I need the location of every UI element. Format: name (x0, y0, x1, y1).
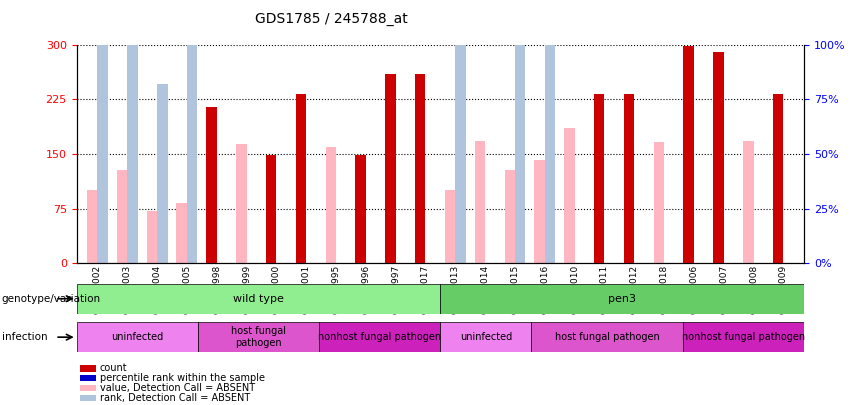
Text: rank, Detection Call = ABSENT: rank, Detection Call = ABSENT (100, 393, 250, 403)
Bar (445, 190, 455, 263)
Bar (98, 34, 108, 263)
Text: pen3: pen3 (608, 294, 637, 304)
Text: infection: infection (2, 333, 48, 342)
Text: genotype/variation: genotype/variation (2, 294, 100, 304)
Bar (176, 203, 187, 263)
Bar (146, 211, 157, 263)
Bar (531, 322, 683, 352)
Bar (440, 322, 531, 352)
Text: host fungal
pathogen: host fungal pathogen (231, 326, 286, 348)
Bar (713, 52, 723, 263)
Text: nonhost fungal pathogen: nonhost fungal pathogen (682, 332, 805, 342)
Text: nonhost fungal pathogen: nonhost fungal pathogen (318, 332, 442, 342)
Bar (773, 94, 783, 263)
Bar (296, 94, 306, 263)
Bar (683, 46, 694, 263)
Bar (356, 156, 366, 263)
Bar (157, 84, 168, 263)
Bar (128, 0, 138, 263)
Bar (80, 385, 96, 391)
Text: host fungal pathogen: host fungal pathogen (555, 332, 660, 342)
Bar (743, 141, 753, 263)
Text: count: count (100, 363, 128, 373)
Bar (683, 322, 804, 352)
Bar (440, 284, 804, 314)
Bar (80, 395, 96, 401)
Text: GDS1785 / 245788_at: GDS1785 / 245788_at (255, 12, 408, 26)
Bar (206, 107, 217, 263)
Bar (386, 74, 396, 263)
Bar (266, 156, 277, 263)
Bar (564, 128, 574, 263)
Bar (654, 141, 664, 263)
Bar (415, 74, 426, 263)
Text: value, Detection Call = ABSENT: value, Detection Call = ABSENT (100, 383, 255, 393)
Bar (475, 141, 485, 263)
Bar (326, 147, 336, 263)
Bar (455, 18, 465, 263)
Bar (77, 322, 197, 352)
Bar (206, 145, 217, 263)
Bar (236, 145, 247, 263)
Bar (187, 34, 197, 263)
Bar (80, 365, 96, 372)
Text: uninfected: uninfected (111, 332, 163, 342)
Bar (117, 170, 128, 263)
Text: wild type: wild type (233, 294, 284, 304)
Bar (77, 284, 440, 314)
Text: percentile rank within the sample: percentile rank within the sample (100, 373, 265, 383)
Bar (197, 322, 319, 352)
Bar (534, 160, 545, 263)
Bar (545, 0, 555, 263)
Bar (594, 94, 604, 263)
Bar (87, 190, 98, 263)
Bar (319, 322, 441, 352)
Bar (624, 94, 634, 263)
Bar (505, 170, 515, 263)
Bar (80, 375, 96, 382)
Bar (515, 0, 525, 263)
Text: uninfected: uninfected (460, 332, 512, 342)
